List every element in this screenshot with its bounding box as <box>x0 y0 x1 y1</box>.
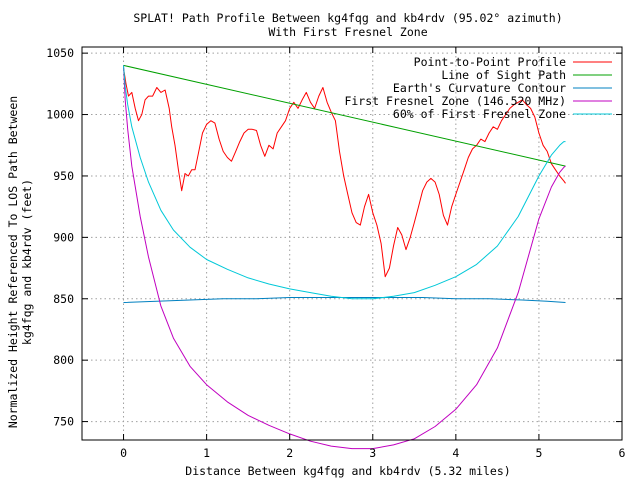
legend-label-earth-curvature: Earth's Curvature Contour <box>393 81 566 95</box>
y-tick-label: 1000 <box>46 108 74 122</box>
x-tick-label: 1 <box>203 446 210 460</box>
plot-frame <box>81 46 623 441</box>
legend-label-first-fresnel: First Fresnel Zone (146.520 MHz) <box>344 94 566 108</box>
x-axis-label: Distance Between kg4fqg and kb4rdv (5.32… <box>185 464 510 478</box>
x-tick-label: 4 <box>452 446 459 460</box>
chart-title: SPLAT! Path Profile Between kg4fqg and k… <box>133 11 562 25</box>
y-tick-label: 1050 <box>46 46 74 60</box>
axis-ticks: 0 1 2 3 4 5 6 750 800 850 900 950 1000 1050 <box>46 46 625 460</box>
legend-label-line-of-sight: Line of Sight Path <box>441 68 566 82</box>
legend-label-sixty-percent-fresnel: 60% of First Fresnel Zone <box>393 107 566 121</box>
legend-label-profile: Point-to-Point Profile <box>414 55 566 69</box>
x-tick-label: 6 <box>619 446 626 460</box>
series-layer <box>123 64 566 450</box>
series-line-line-of-sight <box>123 64 566 167</box>
y-tick-label: 800 <box>53 353 74 367</box>
series-line-first-fresnel <box>123 65 566 450</box>
y-axis-label-line-1: Normalized Height Referenced To LOS Path… <box>6 96 20 428</box>
x-tick-label: 0 <box>120 446 127 460</box>
x-tick-label: 3 <box>369 446 376 460</box>
y-tick-label: 900 <box>53 230 74 244</box>
chart-subtitle: With First Fresnel Zone <box>268 25 427 39</box>
y-tick-label: 850 <box>53 292 74 306</box>
series-line-profile <box>123 67 566 278</box>
x-tick-label: 5 <box>535 446 542 460</box>
series-line-sixty-percent-fresnel <box>123 65 566 300</box>
series-line-earth-curvature <box>123 297 566 303</box>
y-axis-label-line-2: kg4fqg and kb4rdv (feet) <box>20 179 34 345</box>
y-tick-label: 950 <box>53 169 74 183</box>
x-tick-label: 2 <box>286 446 293 460</box>
y-tick-label: 750 <box>53 415 74 429</box>
